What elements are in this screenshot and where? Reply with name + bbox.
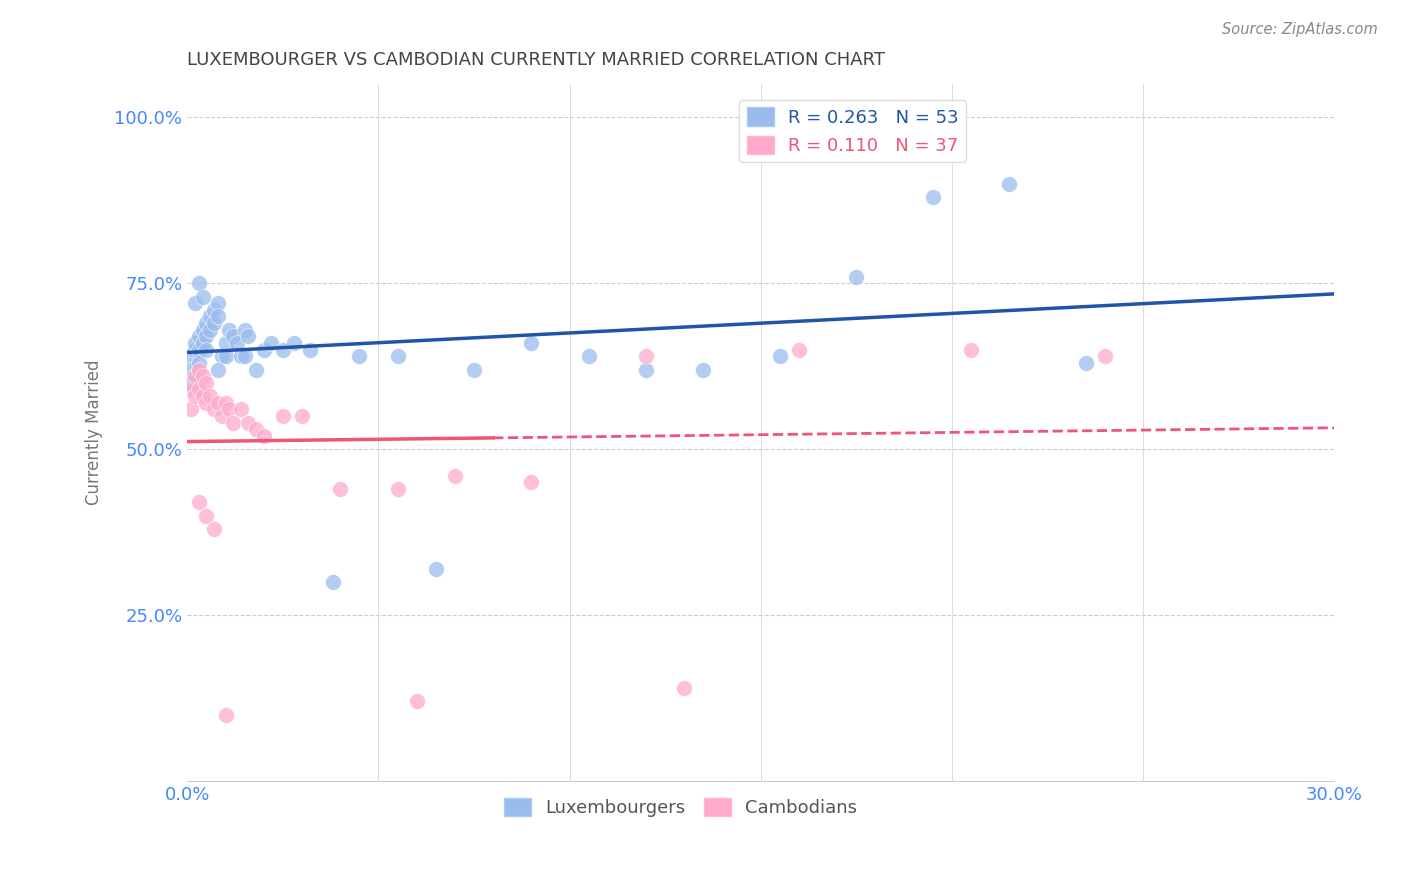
Point [329, 482, 352, 496]
Point [187, 495, 209, 509]
Point [349, 349, 371, 363]
Point [187, 356, 209, 370]
Point [692, 362, 714, 376]
Point [191, 369, 214, 384]
Point [207, 310, 229, 324]
Point [405, 694, 427, 708]
Point [218, 323, 240, 337]
Point [218, 402, 240, 417]
Point [195, 316, 218, 330]
Point [180, 383, 202, 397]
Point [283, 335, 305, 350]
Point [195, 508, 218, 523]
Point [998, 177, 1021, 191]
Point [191, 323, 214, 337]
Point [233, 323, 256, 337]
Point [960, 343, 983, 357]
Point [187, 277, 209, 291]
Point [1074, 356, 1097, 370]
Point [191, 335, 214, 350]
Point [238, 416, 260, 430]
Point [184, 369, 207, 384]
Text: LUXEMBOURGER VS CAMBODIAN CURRENTLY MARRIED CORRELATION CHART: LUXEMBOURGER VS CAMBODIAN CURRENTLY MARR… [187, 51, 886, 69]
Point [787, 343, 810, 357]
Point [238, 329, 260, 343]
Point [200, 389, 222, 403]
Point [184, 343, 207, 357]
Point [387, 349, 409, 363]
Legend: Luxembourgers, Cambodians: Luxembourgers, Cambodians [496, 790, 865, 824]
Point [226, 335, 249, 350]
Point [271, 343, 294, 357]
Point [463, 362, 485, 376]
Point [578, 349, 600, 363]
Point [191, 289, 214, 303]
Point [195, 395, 218, 409]
Point [180, 402, 202, 417]
Point [214, 707, 236, 722]
Point [222, 416, 245, 430]
Point [184, 335, 207, 350]
Point [207, 296, 229, 310]
Point [187, 383, 209, 397]
Point [195, 329, 218, 343]
Point [214, 395, 236, 409]
Point [636, 349, 658, 363]
Point [769, 349, 792, 363]
Point [1094, 349, 1116, 363]
Point [229, 349, 252, 363]
Point [444, 468, 467, 483]
Point [200, 323, 222, 337]
Point [187, 362, 209, 376]
Point [271, 409, 294, 423]
Point [298, 343, 321, 357]
Point [195, 376, 218, 390]
Point [211, 409, 233, 423]
Point [200, 310, 222, 324]
Point [211, 349, 233, 363]
Point [184, 389, 207, 403]
Point [180, 349, 202, 363]
Point [180, 362, 202, 376]
Point [260, 335, 283, 350]
Point [845, 269, 868, 284]
Point [184, 296, 207, 310]
Point [187, 343, 209, 357]
Point [202, 522, 225, 536]
Point [214, 349, 236, 363]
Point [229, 402, 252, 417]
Point [922, 190, 945, 204]
Point [202, 302, 225, 317]
Point [207, 395, 229, 409]
Point [187, 329, 209, 343]
Point [195, 343, 218, 357]
Point [291, 409, 314, 423]
Point [322, 574, 344, 589]
Point [636, 362, 658, 376]
Point [520, 335, 543, 350]
Point [207, 362, 229, 376]
Point [214, 335, 236, 350]
Point [253, 343, 276, 357]
Point [191, 389, 214, 403]
Point [245, 422, 267, 436]
Point [180, 376, 202, 390]
Point [233, 349, 256, 363]
Point [202, 316, 225, 330]
Text: Source: ZipAtlas.com: Source: ZipAtlas.com [1222, 22, 1378, 37]
Point [245, 362, 267, 376]
Point [202, 402, 225, 417]
Point [387, 482, 409, 496]
Point [673, 681, 696, 695]
Y-axis label: Currently Married: Currently Married [86, 359, 103, 505]
Point [425, 561, 447, 575]
Point [520, 475, 543, 490]
Point [253, 429, 276, 443]
Point [222, 329, 245, 343]
